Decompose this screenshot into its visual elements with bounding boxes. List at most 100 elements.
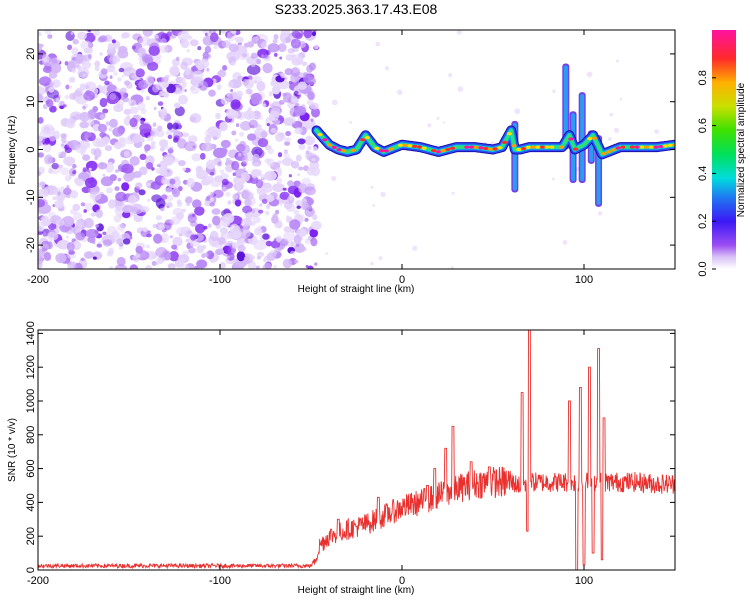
- noise-point: [296, 243, 300, 248]
- noise-point: [210, 178, 222, 188]
- noise-point: [266, 158, 275, 167]
- noise-point: [291, 161, 300, 169]
- noise-point: [167, 122, 173, 130]
- noise-point: [160, 108, 168, 116]
- noise-point: [92, 256, 97, 260]
- noise-point: [228, 229, 242, 240]
- noise-point: [135, 245, 143, 254]
- track-hotspot: [350, 148, 356, 152]
- noise-point: [261, 101, 266, 106]
- noise-point: [227, 81, 234, 88]
- spectrogram-x-ticks: -200 -100 0 100: [27, 30, 593, 286]
- noise-point: [105, 121, 110, 126]
- noise-point: [178, 94, 188, 105]
- noise-point: [194, 206, 205, 216]
- noise-point: [140, 88, 145, 93]
- track-hotspot: [672, 143, 675, 147]
- noise-point: [38, 255, 44, 265]
- noise-point: [48, 168, 53, 174]
- noise-point: [279, 191, 290, 200]
- noise-point: [112, 127, 124, 137]
- noise-point: [228, 217, 233, 222]
- noise-point: [66, 235, 69, 239]
- noise-point: [65, 84, 70, 90]
- noise-point: [213, 136, 218, 140]
- noise-point: [267, 43, 280, 53]
- noise-point: [231, 160, 240, 171]
- noise-point: [144, 144, 151, 152]
- noise-point: [289, 107, 302, 118]
- colorbar-label: Normalized spectral amplitude: [736, 82, 747, 217]
- noise-point: [457, 86, 464, 92]
- noise-point: [182, 167, 186, 171]
- noise-point: [307, 146, 312, 150]
- noise-point: [145, 244, 150, 248]
- colorbar-tick-label: 0.6: [697, 118, 709, 133]
- noise-point: [252, 153, 260, 163]
- track-hotspot: [322, 138, 328, 142]
- noise-point: [52, 196, 57, 201]
- noise-point: [227, 200, 231, 205]
- track-hotspot: [345, 150, 352, 154]
- noise-point: [90, 212, 97, 217]
- noise-point: [380, 191, 386, 198]
- noise-point: [161, 194, 168, 200]
- noise-point: [166, 83, 176, 94]
- noise-point: [200, 178, 211, 186]
- noise-point: [209, 202, 216, 207]
- noise-point: [254, 162, 259, 166]
- noise-point: [204, 136, 212, 143]
- noise-point: [157, 125, 163, 132]
- colorbar: 0.0 0.2 0.4 0.6 0.8 Normalized spectral ampl…: [697, 30, 747, 277]
- noise-point: [186, 49, 190, 53]
- noise-point: [552, 89, 556, 94]
- track-hotspot: [610, 148, 617, 152]
- noise-point: [153, 106, 157, 111]
- noise-point: [243, 256, 251, 261]
- noise-point: [206, 159, 216, 170]
- noise-point: [64, 147, 72, 154]
- noise-point: [220, 139, 231, 149]
- noise-point: [126, 115, 131, 120]
- noise-point: [283, 226, 293, 233]
- noise-point: [186, 177, 195, 188]
- noise-point: [277, 152, 283, 158]
- noise-point: [68, 175, 73, 180]
- noise-point: [296, 205, 301, 209]
- noise-point: [385, 66, 389, 71]
- noise-point: [187, 213, 197, 223]
- noise-point: [189, 39, 199, 47]
- colorbar-tick-label: 0.4: [697, 166, 709, 181]
- y-tick-label: 0: [25, 567, 37, 573]
- noise-point: [285, 54, 294, 61]
- noise-point: [284, 137, 291, 143]
- y-tick-label: -20: [25, 237, 37, 253]
- noise-point: [98, 35, 108, 43]
- noise-point: [160, 233, 170, 244]
- noise-point: [266, 203, 271, 210]
- noise-point: [46, 99, 54, 108]
- noise-point: [135, 253, 141, 258]
- noise-point: [291, 97, 300, 104]
- noise-point: [291, 30, 302, 39]
- snr-frame: [37, 329, 676, 571]
- noise-point: [113, 103, 124, 113]
- noise-point: [297, 81, 307, 90]
- noise-point: [219, 227, 229, 235]
- noise-point: [65, 31, 75, 41]
- noise-point: [287, 195, 295, 203]
- noise-point: [176, 56, 180, 61]
- noise-point: [209, 197, 214, 202]
- noise-point: [43, 251, 52, 261]
- noise-point: [312, 146, 318, 152]
- noise-point: [295, 154, 302, 162]
- noise-point: [293, 209, 300, 215]
- noise-point: [39, 181, 46, 186]
- noise-point: [64, 94, 70, 100]
- track-hotspot: [644, 145, 650, 149]
- track-hotspot: [431, 149, 437, 153]
- noise-point: [226, 255, 230, 259]
- track-hotspot: [502, 140, 508, 144]
- noise-point: [124, 80, 131, 86]
